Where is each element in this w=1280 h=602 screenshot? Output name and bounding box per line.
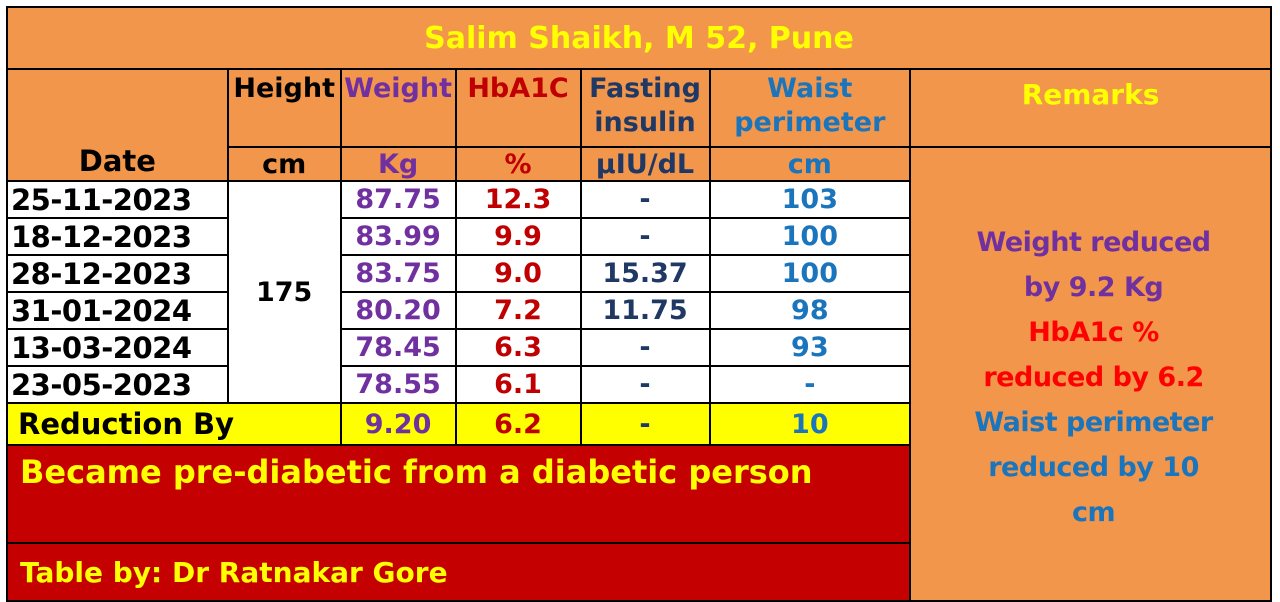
table-row: 18-12-2023 83.99 9.9 - 100 <box>6 217 1271 256</box>
hba1c-value: 7.2 <box>454 291 582 330</box>
remark-waist-line3: cm <box>1071 496 1116 528</box>
date-value: 28-12-2023 <box>6 254 229 293</box>
col-header-date: Date <box>6 68 229 182</box>
remark-weight-line2: by 9.2 Kg <box>1023 271 1164 303</box>
reduction-insulin: - <box>579 402 711 446</box>
unit-hba1c: % <box>454 146 582 182</box>
weight-value: 78.45 <box>339 328 457 367</box>
col-header-waist-perimeter: Waist perimeter <box>708 68 912 148</box>
hba1c-value: 6.1 <box>454 365 582 404</box>
reduction-hba1c: 6.2 <box>454 402 582 446</box>
header-row: Date Height Weight HbA1C Fasting insulin… <box>6 68 1272 182</box>
page-title: Salim Shaikh, M 52, Pune <box>6 6 1272 70</box>
hba1c-value: 6.3 <box>454 328 582 367</box>
weight-value: 87.75 <box>339 180 457 219</box>
unit-height: cm <box>226 146 342 182</box>
table-row: 13-03-2024 78.45 6.3 - 93 <box>6 328 1271 367</box>
table-row: 28-12-2023 83.75 9.0 15.37 100 <box>6 254 1271 293</box>
date-value: 25-11-2023 <box>6 180 229 219</box>
unit-weight: Kg <box>339 146 457 182</box>
insulin-value: - <box>579 328 711 367</box>
hba1c-value: 12.3 <box>454 180 582 219</box>
table-row: 25-11-2023 175 87.75 12.3 - 103 <box>6 180 1271 404</box>
hba1c-value: 9.0 <box>454 254 582 293</box>
insulin-value: - <box>579 217 711 256</box>
reduction-row: Reduction By 9.20 6.2 - 10 <box>6 402 1271 446</box>
waist-value: 100 <box>708 217 912 256</box>
weight-value: 78.55 <box>339 365 457 404</box>
weight-value: 80.20 <box>339 291 457 330</box>
insulin-value: - <box>579 180 711 219</box>
waist-value: - <box>708 365 912 404</box>
health-table-sheet: Salim Shaikh, M 52, Pune Date Height Wei… <box>5 6 1272 602</box>
date-value: 18-12-2023 <box>6 217 229 256</box>
waist-perimeter-line2: perimeter <box>734 107 886 138</box>
date-value: 31-01-2024 <box>6 291 229 330</box>
unit-insulin: µIU/dL <box>579 146 711 182</box>
col-header-remarks: Remarks <box>909 68 1272 148</box>
table-row: 23-05-2023 78.55 6.1 - - <box>6 365 1271 404</box>
remark-waist-line1: Waist perimeter <box>974 406 1213 438</box>
waist-value: 103 <box>708 180 912 219</box>
height-value: 175 <box>226 180 342 404</box>
waist-value: 100 <box>708 254 912 293</box>
col-header-weight: Weight <box>339 68 457 148</box>
title-row: Salim Shaikh, M 52, Pune <box>6 6 1272 70</box>
reduction-weight: 9.20 <box>339 402 457 446</box>
footer-note-cell: Became pre-diabetic from a diabetic pers… <box>5 444 912 544</box>
weight-value: 83.75 <box>339 254 457 293</box>
remarks-panel: Weight reduced by 9.2 Kg HbA1c % reduced… <box>909 146 1272 602</box>
insulin-value: 11.75 <box>579 291 711 330</box>
waist-value: 98 <box>708 291 912 330</box>
table-credit: Table by: Dr Ratnakar Gore <box>5 542 912 602</box>
remark-waist-line2: reduced by 10 <box>988 451 1199 483</box>
units-row: cm Kg % µIU/dL cm Weight reduced by 9.2 … <box>7 146 1272 602</box>
patient-progress-table: Salim Shaikh, M 52, Pune Date Height Wei… <box>5 6 1272 602</box>
hba1c-value: 9.9 <box>454 217 582 256</box>
waist-value: 93 <box>708 328 912 367</box>
col-header-hba1c: HbA1C <box>454 68 582 148</box>
insulin-value: 15.37 <box>579 254 711 293</box>
col-header-fasting-insulin: Fasting insulin <box>579 68 711 148</box>
fasting-insulin-line1: Fasting <box>589 73 701 104</box>
insulin-value: - <box>579 365 711 404</box>
remark-hba1c-line1: HbA1c % <box>1028 316 1159 348</box>
date-value: 23-05-2023 <box>6 365 229 404</box>
footer-credit-row: Table by: Dr Ratnakar Gore <box>5 542 1271 602</box>
reduction-waist: 10 <box>708 402 912 446</box>
footer-note-row: Became pre-diabetic from a diabetic pers… <box>5 444 1271 544</box>
unit-waist: cm <box>708 146 912 182</box>
date-value: 13-03-2024 <box>6 328 229 367</box>
outcome-note: Became pre-diabetic from a diabetic pers… <box>20 453 813 491</box>
waist-perimeter-line1: Waist <box>767 73 853 104</box>
weight-value: 83.99 <box>339 217 457 256</box>
fasting-insulin-line2: insulin <box>594 107 696 138</box>
remark-hba1c-line2: reduced by 6.2 <box>983 361 1204 393</box>
table-row: 31-01-2024 80.20 7.2 11.75 98 <box>6 291 1271 330</box>
reduction-label: Reduction By <box>6 402 342 446</box>
remark-weight-line1: Weight reduced <box>976 226 1212 258</box>
col-header-height: Height <box>226 68 342 148</box>
